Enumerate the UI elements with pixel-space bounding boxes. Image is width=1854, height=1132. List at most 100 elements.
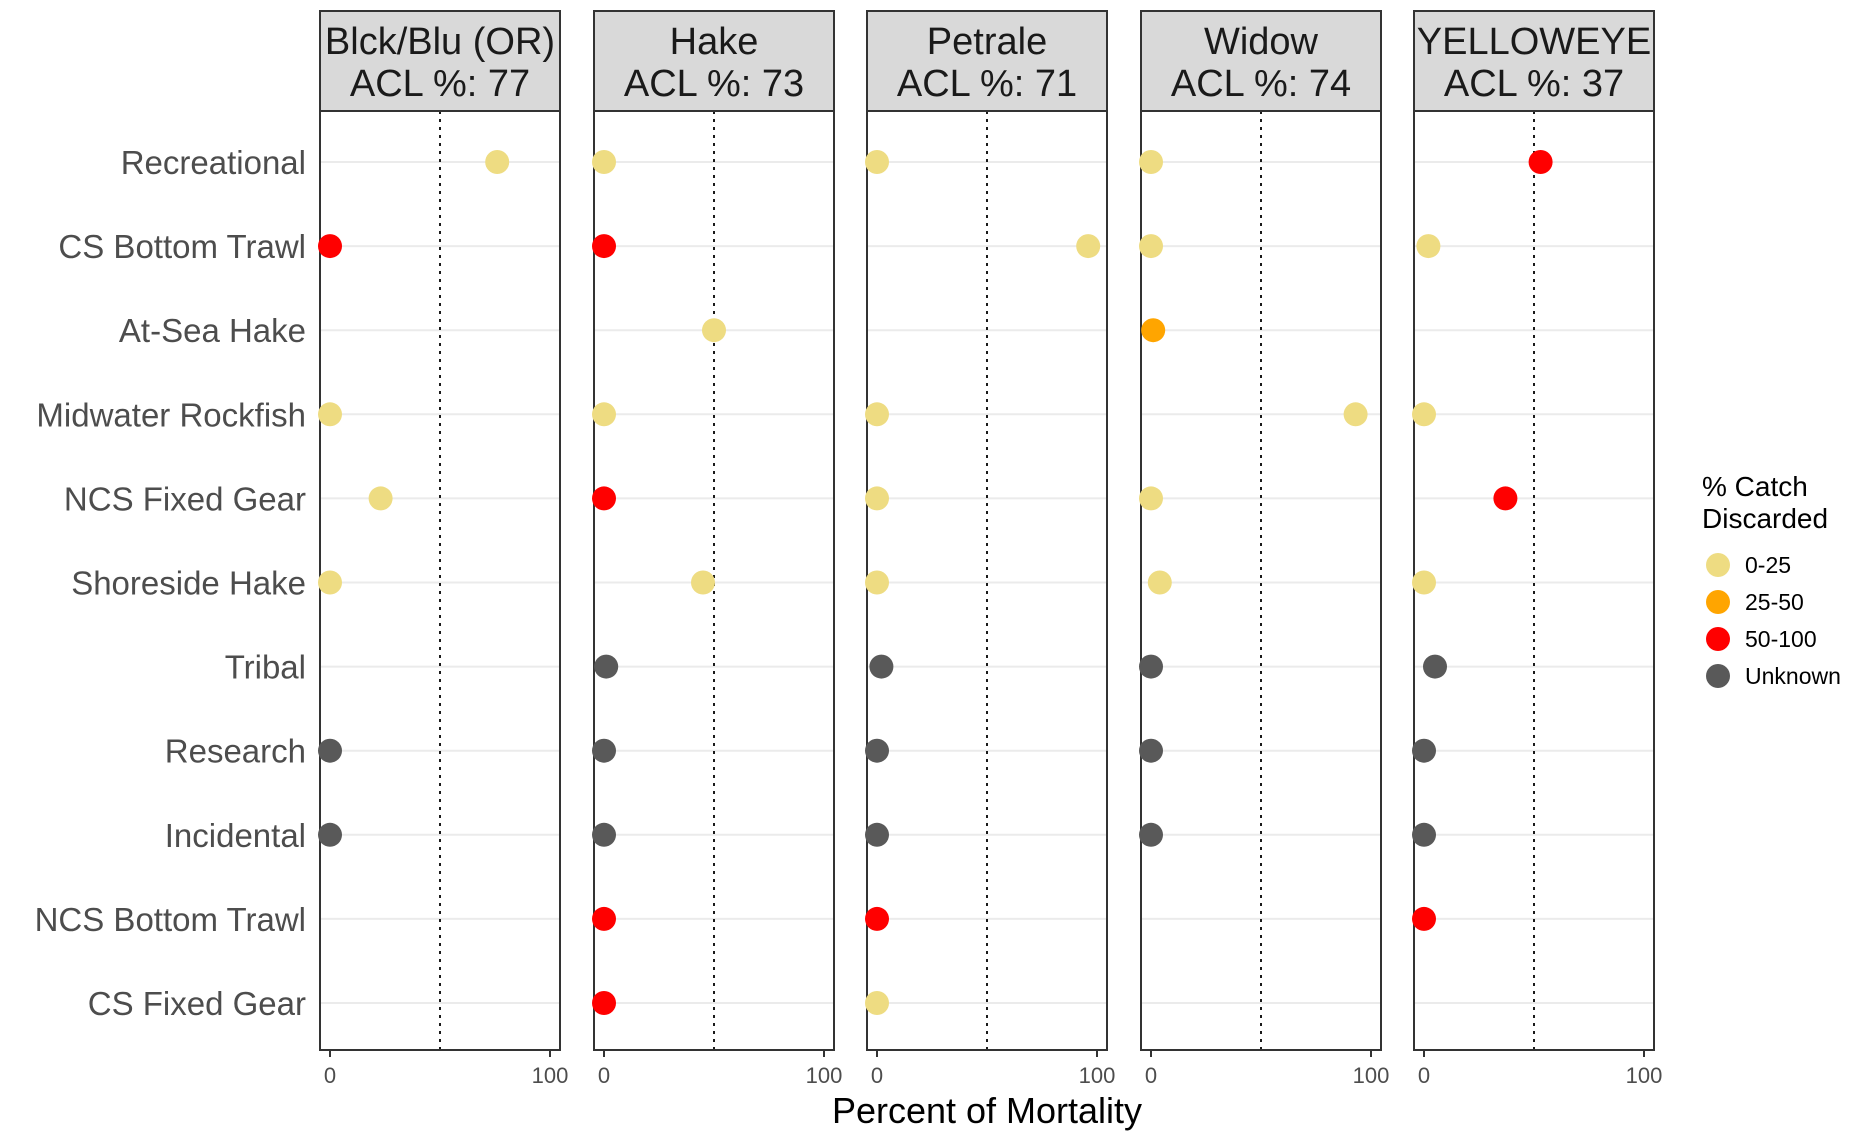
point-shoreside-hake bbox=[1412, 570, 1436, 595]
point-at-sea-hake bbox=[702, 318, 726, 343]
legend-label-0-25: 0-25 bbox=[1745, 552, 1791, 578]
y-tick-label-ncs-fixed-gear: NCS Fixed Gear bbox=[64, 480, 306, 517]
panel-border bbox=[866, 110, 1108, 1051]
legend-key-25-50 bbox=[1706, 590, 1730, 614]
point-recreational bbox=[485, 150, 510, 174]
panel-blck-blu-or: Blck/Blu (OR)ACL %: 77 0 100 bbox=[318, 10, 569, 1088]
panel-strip bbox=[319, 10, 561, 112]
point-incidental bbox=[1412, 822, 1436, 847]
point-midwater-rockfish bbox=[865, 402, 889, 427]
y-tick-label-midwater-rockfish: Midwater Rockfish bbox=[36, 396, 306, 433]
x-tick-label: 0 bbox=[598, 1063, 610, 1088]
point-ncs-fixed-gear bbox=[592, 486, 616, 511]
panel-strip bbox=[866, 10, 1108, 112]
point-recreational bbox=[1528, 150, 1553, 174]
point-research bbox=[865, 738, 889, 763]
point-incidental bbox=[318, 822, 342, 847]
point-ncs-fixed-gear bbox=[865, 486, 889, 511]
x-tick-label: 0 bbox=[871, 1063, 883, 1088]
point-midwater-rockfish bbox=[1343, 402, 1368, 427]
point-cs-bottom-trawl bbox=[318, 234, 342, 259]
point-cs-bottom-trawl bbox=[1139, 234, 1163, 259]
point-research bbox=[1412, 738, 1436, 763]
panel-strip bbox=[1413, 10, 1655, 112]
legend-key-0-25 bbox=[1706, 553, 1730, 577]
point-research bbox=[318, 738, 342, 763]
point-incidental bbox=[1139, 822, 1163, 847]
point-recreational bbox=[865, 150, 889, 174]
y-tick-label-cs-bottom-trawl: CS Bottom Trawl bbox=[58, 228, 306, 265]
legend-title: Discarded bbox=[1702, 503, 1828, 534]
panel-border bbox=[319, 110, 561, 1051]
point-tribal bbox=[869, 654, 894, 679]
x-tick-label: 100 bbox=[1353, 1063, 1390, 1088]
y-tick-label-shoreside-hake: Shoreside Hake bbox=[71, 565, 306, 602]
legend-key-unknown bbox=[1706, 664, 1730, 688]
legend-label-25-50: 25-50 bbox=[1745, 589, 1804, 615]
panel-title: Blck/Blu (OR) bbox=[325, 21, 555, 63]
point-cs-fixed-gear bbox=[865, 991, 889, 1015]
y-tick-label-research: Research bbox=[165, 733, 306, 770]
point-cs-bottom-trawl bbox=[1076, 234, 1101, 259]
y-tick-label-at-sea-hake: At-Sea Hake bbox=[119, 312, 306, 349]
point-midwater-rockfish bbox=[592, 402, 616, 427]
point-incidental bbox=[592, 822, 616, 847]
x-tick-label: 100 bbox=[1079, 1063, 1116, 1088]
panel-border bbox=[593, 110, 835, 1051]
point-shoreside-hake bbox=[865, 570, 889, 595]
point-recreational bbox=[1139, 150, 1163, 174]
panel-title: YELLOWEYE bbox=[1417, 21, 1651, 63]
point-cs-fixed-gear bbox=[592, 991, 616, 1015]
panel-border bbox=[1140, 110, 1382, 1051]
point-ncs-bottom-trawl bbox=[1412, 906, 1436, 931]
panel-acl-label: ACL %: 71 bbox=[897, 63, 1077, 105]
y-tick-label-tribal: Tribal bbox=[225, 649, 306, 686]
point-tribal bbox=[594, 654, 619, 679]
panel-acl-label: ACL %: 74 bbox=[1171, 63, 1351, 105]
point-midwater-rockfish bbox=[318, 402, 342, 427]
point-tribal bbox=[1139, 654, 1163, 679]
x-tick-label: 0 bbox=[324, 1063, 336, 1088]
x-tick-label: 100 bbox=[806, 1063, 843, 1088]
panel-acl-label: ACL %: 77 bbox=[350, 63, 530, 105]
point-incidental bbox=[865, 822, 889, 847]
point-at-sea-hake bbox=[1141, 318, 1166, 343]
panel-title: Petrale bbox=[927, 21, 1047, 63]
point-ncs-fixed-gear bbox=[368, 486, 393, 511]
point-ncs-bottom-trawl bbox=[592, 906, 616, 931]
y-tick-label-ncs-bottom-trawl: NCS Bottom Trawl bbox=[35, 901, 306, 938]
panel-acl-label: ACL %: 73 bbox=[624, 63, 804, 105]
x-tick-label: 100 bbox=[1626, 1063, 1663, 1088]
point-ncs-fixed-gear bbox=[1493, 486, 1518, 511]
point-cs-bottom-trawl bbox=[1416, 234, 1441, 259]
x-tick-label: 0 bbox=[1145, 1063, 1157, 1088]
y-tick-label-incidental: Incidental bbox=[165, 817, 306, 854]
y-tick-label-recreational: Recreational bbox=[121, 144, 306, 181]
panel-acl-label: ACL %: 37 bbox=[1444, 63, 1624, 105]
point-recreational bbox=[592, 150, 616, 174]
point-tribal bbox=[1423, 654, 1447, 679]
legend-key-50-100 bbox=[1706, 627, 1730, 651]
panel-border bbox=[1413, 110, 1655, 1051]
point-ncs-fixed-gear bbox=[1139, 486, 1163, 511]
x-tick-label: 100 bbox=[532, 1063, 569, 1088]
x-tick-label: 0 bbox=[1418, 1063, 1430, 1088]
legend-label-50-100: 50-100 bbox=[1745, 626, 1817, 652]
x-axis-title: Percent of Mortality bbox=[832, 1090, 1142, 1131]
y-tick-label-cs-fixed-gear: CS Fixed Gear bbox=[88, 985, 306, 1022]
point-research bbox=[592, 738, 616, 763]
point-midwater-rockfish bbox=[1412, 402, 1436, 427]
point-research bbox=[1139, 738, 1163, 763]
panel-title: Hake bbox=[670, 21, 759, 63]
panel-strip bbox=[1140, 10, 1382, 112]
panel-title: Widow bbox=[1204, 21, 1319, 63]
point-ncs-bottom-trawl bbox=[865, 906, 889, 931]
legend-label-unknown: Unknown bbox=[1745, 663, 1841, 689]
point-shoreside-hake bbox=[318, 570, 342, 595]
